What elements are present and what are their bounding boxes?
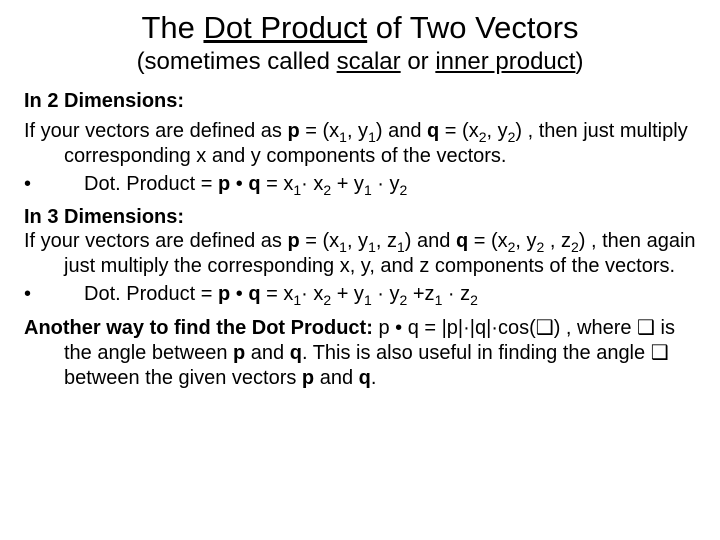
angle-icon: ❑	[536, 317, 554, 339]
title-pre: The	[141, 10, 203, 45]
sub-u1: scalar	[337, 48, 401, 75]
subtitle: (sometimes called scalar or inner produc…	[24, 48, 696, 76]
slide: The Dot Product of Two Vectors (sometime…	[0, 0, 720, 540]
section-3d-formula: •Dot. Product = p • q = x1· x2 + y1 · y2…	[24, 283, 696, 306]
sub-pre: (sometimes called	[137, 48, 337, 75]
section-2d-intro: If your vectors are defined as p = (x1, …	[24, 119, 696, 169]
sub-post: )	[575, 48, 583, 75]
section-3d-head: In 3 Dimensions:	[24, 206, 696, 229]
title-post: of Two Vectors	[367, 10, 578, 45]
bullet-icon: •	[24, 283, 84, 306]
angle-icon: ❑	[637, 317, 655, 339]
sub-u2: inner product	[435, 48, 575, 75]
angle-icon: ❑	[651, 342, 669, 364]
title-underlined: Dot Product	[203, 10, 367, 45]
section-3d-intro: If your vectors are defined as p = (x1, …	[24, 229, 696, 279]
alternate-method: Another way to find the Dot Product: p •…	[24, 316, 696, 391]
sub-mid: or	[401, 48, 436, 75]
section-2d-head: In 2 Dimensions:	[24, 90, 696, 113]
title: The Dot Product of Two Vectors	[24, 10, 696, 46]
section-2d-formula: •Dot. Product = p • q = x1· x2 + y1 · y2	[24, 173, 696, 196]
bullet-icon: •	[24, 173, 84, 196]
